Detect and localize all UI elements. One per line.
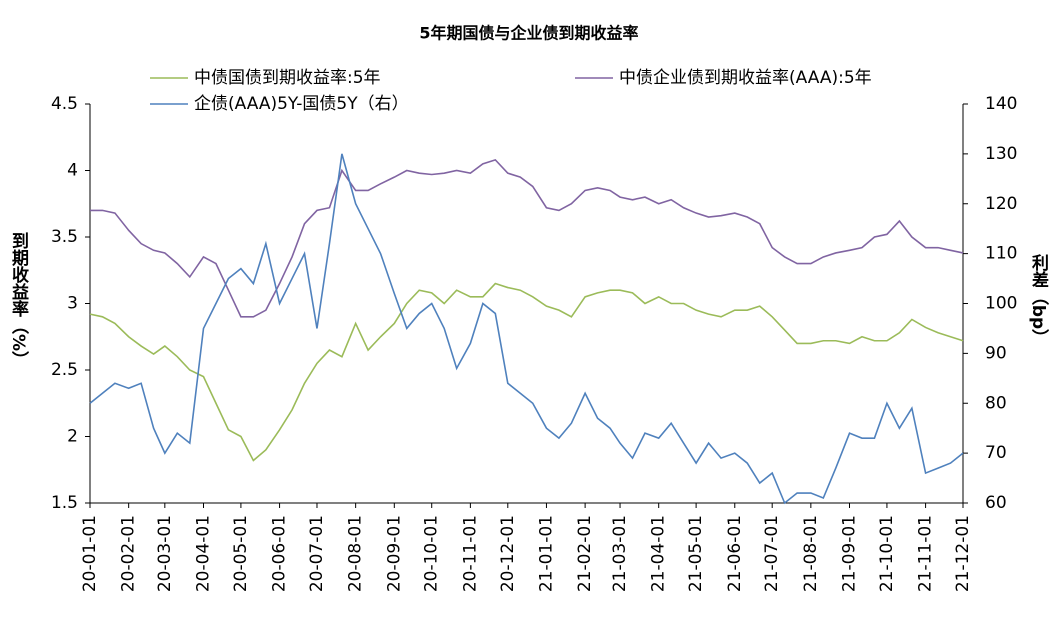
x-tick-label: 21-01-01 xyxy=(536,515,556,592)
y-axis-title: 到期收益率（%） xyxy=(8,232,29,368)
x-tick-label: 20-11-01 xyxy=(460,515,480,592)
y-tick-label: 4.5 xyxy=(51,94,78,114)
x-tick-label: 20-01-01 xyxy=(80,515,100,592)
x-tick-label: 20-04-01 xyxy=(193,515,213,592)
y-tick-label: 2.5 xyxy=(51,360,78,380)
y2-tick-label: 70 xyxy=(985,443,1007,463)
y-tick-label: 3 xyxy=(67,294,78,314)
x-tick-label: 21-03-01 xyxy=(610,515,630,592)
x-tick-label: 20-12-01 xyxy=(498,515,518,592)
x-tick-label: 20-08-01 xyxy=(346,515,366,592)
x-tick-label: 21-06-01 xyxy=(725,515,745,592)
x-tick-label: 20-10-01 xyxy=(422,515,442,592)
y2-tick-label: 80 xyxy=(985,393,1007,413)
legend-label: 企债(AAA)5Y-国债5Y（右） xyxy=(194,94,409,114)
chart-title: 5年期国债与企业债到期收益率 xyxy=(419,24,638,43)
x-tick-label: 21-04-01 xyxy=(649,515,669,592)
x-tick-label: 20-02-01 xyxy=(119,515,139,592)
x-tick-label: 21-09-01 xyxy=(840,515,860,592)
x-tick-label: 20-06-01 xyxy=(270,515,290,592)
y2-tick-label: 90 xyxy=(985,343,1007,363)
x-tick-label: 20-07-01 xyxy=(307,515,327,592)
x-tick-label: 21-02-01 xyxy=(575,515,595,592)
x-tick-label: 21-07-01 xyxy=(762,515,782,592)
y2-tick-label: 110 xyxy=(985,244,1017,264)
y2-tick-label: 140 xyxy=(985,94,1017,114)
y-tick-label: 3.5 xyxy=(51,227,78,247)
series-line xyxy=(89,282,964,462)
y-tick-label: 1.5 xyxy=(51,493,78,513)
x-tick-label: 21-12-01 xyxy=(953,515,973,592)
x-tick-label: 20-05-01 xyxy=(231,515,251,592)
series-line xyxy=(89,153,964,505)
x-tick-label: 20-09-01 xyxy=(384,515,404,592)
y-tick-label: 4 xyxy=(67,161,78,181)
y-tick-label: 2 xyxy=(67,427,78,447)
legend-label: 中债企业债到期收益率(AAA):5年 xyxy=(619,68,872,88)
y2-tick-label: 130 xyxy=(985,144,1017,164)
y2-tick-label: 100 xyxy=(985,294,1017,314)
x-tick-label: 21-05-01 xyxy=(686,515,706,592)
series-line xyxy=(90,158,964,318)
legend-label: 中债国债到期收益率:5年 xyxy=(194,68,381,88)
y2-axis-title: 利差（bp） xyxy=(1028,253,1049,346)
y2-tick-label: 120 xyxy=(985,194,1017,214)
x-tick-label: 21-11-01 xyxy=(916,515,936,592)
x-tick-label: 21-10-01 xyxy=(877,515,897,592)
x-tick-label: 21-08-01 xyxy=(801,515,821,592)
y2-tick-label: 60 xyxy=(985,493,1007,513)
x-tick-label: 20-03-01 xyxy=(155,515,175,592)
